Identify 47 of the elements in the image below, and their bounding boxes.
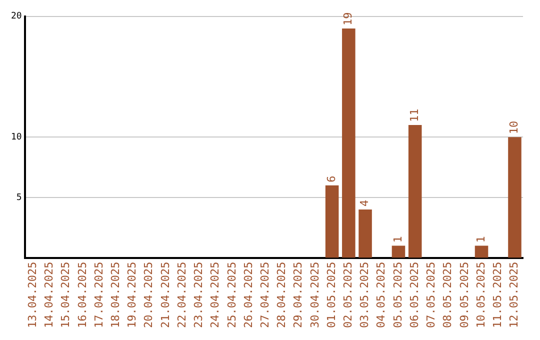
x-tick-label: 23.04.2025 [192, 262, 206, 328]
x-tick-label: 18.04.2025 [109, 262, 122, 328]
x-tick-label: 16.04.2025 [76, 262, 89, 328]
bar [474, 246, 488, 258]
data-label: 10 [508, 120, 521, 134]
x-tick-label: 12.05.2025 [508, 262, 521, 328]
bar [325, 185, 339, 258]
bar [392, 246, 406, 258]
x-tick-label: 29.04.2025 [292, 262, 305, 328]
data-label: 6 [324, 176, 338, 182]
x-tick-label: 15.04.2025 [59, 262, 72, 328]
x-tick-label: 28.04.2025 [275, 262, 288, 328]
data-label: 19 [342, 12, 355, 26]
y-tick-label: 20 [10, 12, 22, 22]
x-tick-label: 22.04.2025 [175, 262, 188, 328]
x-tick-label: 14.04.2025 [42, 262, 56, 328]
x-tick-label: 17.04.2025 [92, 262, 106, 328]
data-label: 1 [391, 236, 404, 243]
y-tick-label: 5 [16, 192, 22, 203]
x-tick-label: 08.05.2025 [441, 262, 454, 328]
x-tick-label: 27.04.2025 [258, 262, 272, 328]
y-tick-label: 10 [10, 132, 22, 142]
x-tick-label: 02.05.2025 [342, 262, 355, 328]
x-tick-label: 30.04.2025 [308, 262, 322, 328]
x-tick-label: 11.05.2025 [490, 262, 504, 328]
x-tick-label: 25.04.2025 [225, 262, 238, 328]
x-tick-label: 24.04.2025 [208, 262, 222, 328]
bar [408, 125, 422, 258]
x-tick-label: 21.04.2025 [158, 262, 172, 328]
x-tick-label: 03.05.2025 [358, 262, 372, 328]
x-tick-label: 19.04.2025 [126, 262, 139, 328]
bar [342, 28, 356, 258]
x-tick-label: 07.05.2025 [424, 262, 438, 328]
bar [358, 210, 372, 258]
x-tick-label: 26.04.2025 [242, 262, 255, 328]
x-tick-label: 05.05.2025 [391, 262, 404, 328]
x-tick-label: 13.04.2025 [26, 262, 39, 328]
x-tick-label: 20.04.2025 [142, 262, 156, 328]
x-tick-label: 10.05.2025 [474, 262, 488, 328]
x-tick-label: 09.05.2025 [458, 262, 471, 328]
bar [508, 137, 522, 258]
data-label: 1 [474, 236, 488, 243]
x-tick-label: 01.05.2025 [324, 262, 338, 328]
data-label: 4 [358, 200, 372, 206]
data-label: 11 [408, 108, 421, 122]
x-tick-label: 04.05.2025 [374, 262, 388, 328]
x-tick-label: 06.05.2025 [408, 262, 421, 328]
